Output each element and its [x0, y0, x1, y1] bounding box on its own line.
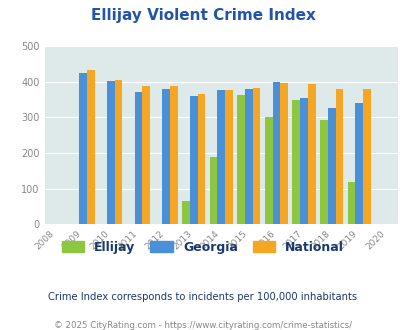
Bar	[252, 88, 260, 224]
Bar	[354, 103, 362, 224]
Bar	[115, 80, 122, 224]
Bar	[107, 81, 115, 224]
Bar	[237, 95, 244, 224]
Bar	[217, 90, 225, 224]
Bar	[190, 96, 197, 224]
Bar	[264, 117, 272, 224]
Bar	[225, 90, 232, 224]
Bar	[197, 94, 205, 224]
Bar	[209, 157, 217, 224]
Bar	[347, 182, 354, 224]
Bar	[170, 86, 177, 224]
Bar	[244, 89, 252, 224]
Text: Crime Index corresponds to incidents per 100,000 inhabitants: Crime Index corresponds to incidents per…	[48, 292, 357, 302]
Bar	[134, 92, 142, 224]
Bar	[362, 89, 370, 224]
Bar	[142, 86, 150, 224]
Bar	[79, 73, 87, 224]
Bar	[327, 108, 335, 224]
Bar	[279, 83, 287, 224]
Text: © 2025 CityRating.com - https://www.cityrating.com/crime-statistics/: © 2025 CityRating.com - https://www.city…	[54, 321, 351, 330]
Bar	[319, 120, 327, 224]
Bar	[299, 98, 307, 224]
Text: Ellijay Violent Crime Index: Ellijay Violent Crime Index	[90, 8, 315, 23]
Bar	[292, 100, 299, 224]
Bar	[162, 89, 170, 224]
Bar	[307, 84, 315, 224]
Bar	[272, 82, 279, 224]
Bar	[335, 89, 342, 224]
Legend: Ellijay, Georgia, National: Ellijay, Georgia, National	[58, 237, 347, 258]
Bar	[181, 201, 190, 224]
Bar	[87, 70, 95, 224]
